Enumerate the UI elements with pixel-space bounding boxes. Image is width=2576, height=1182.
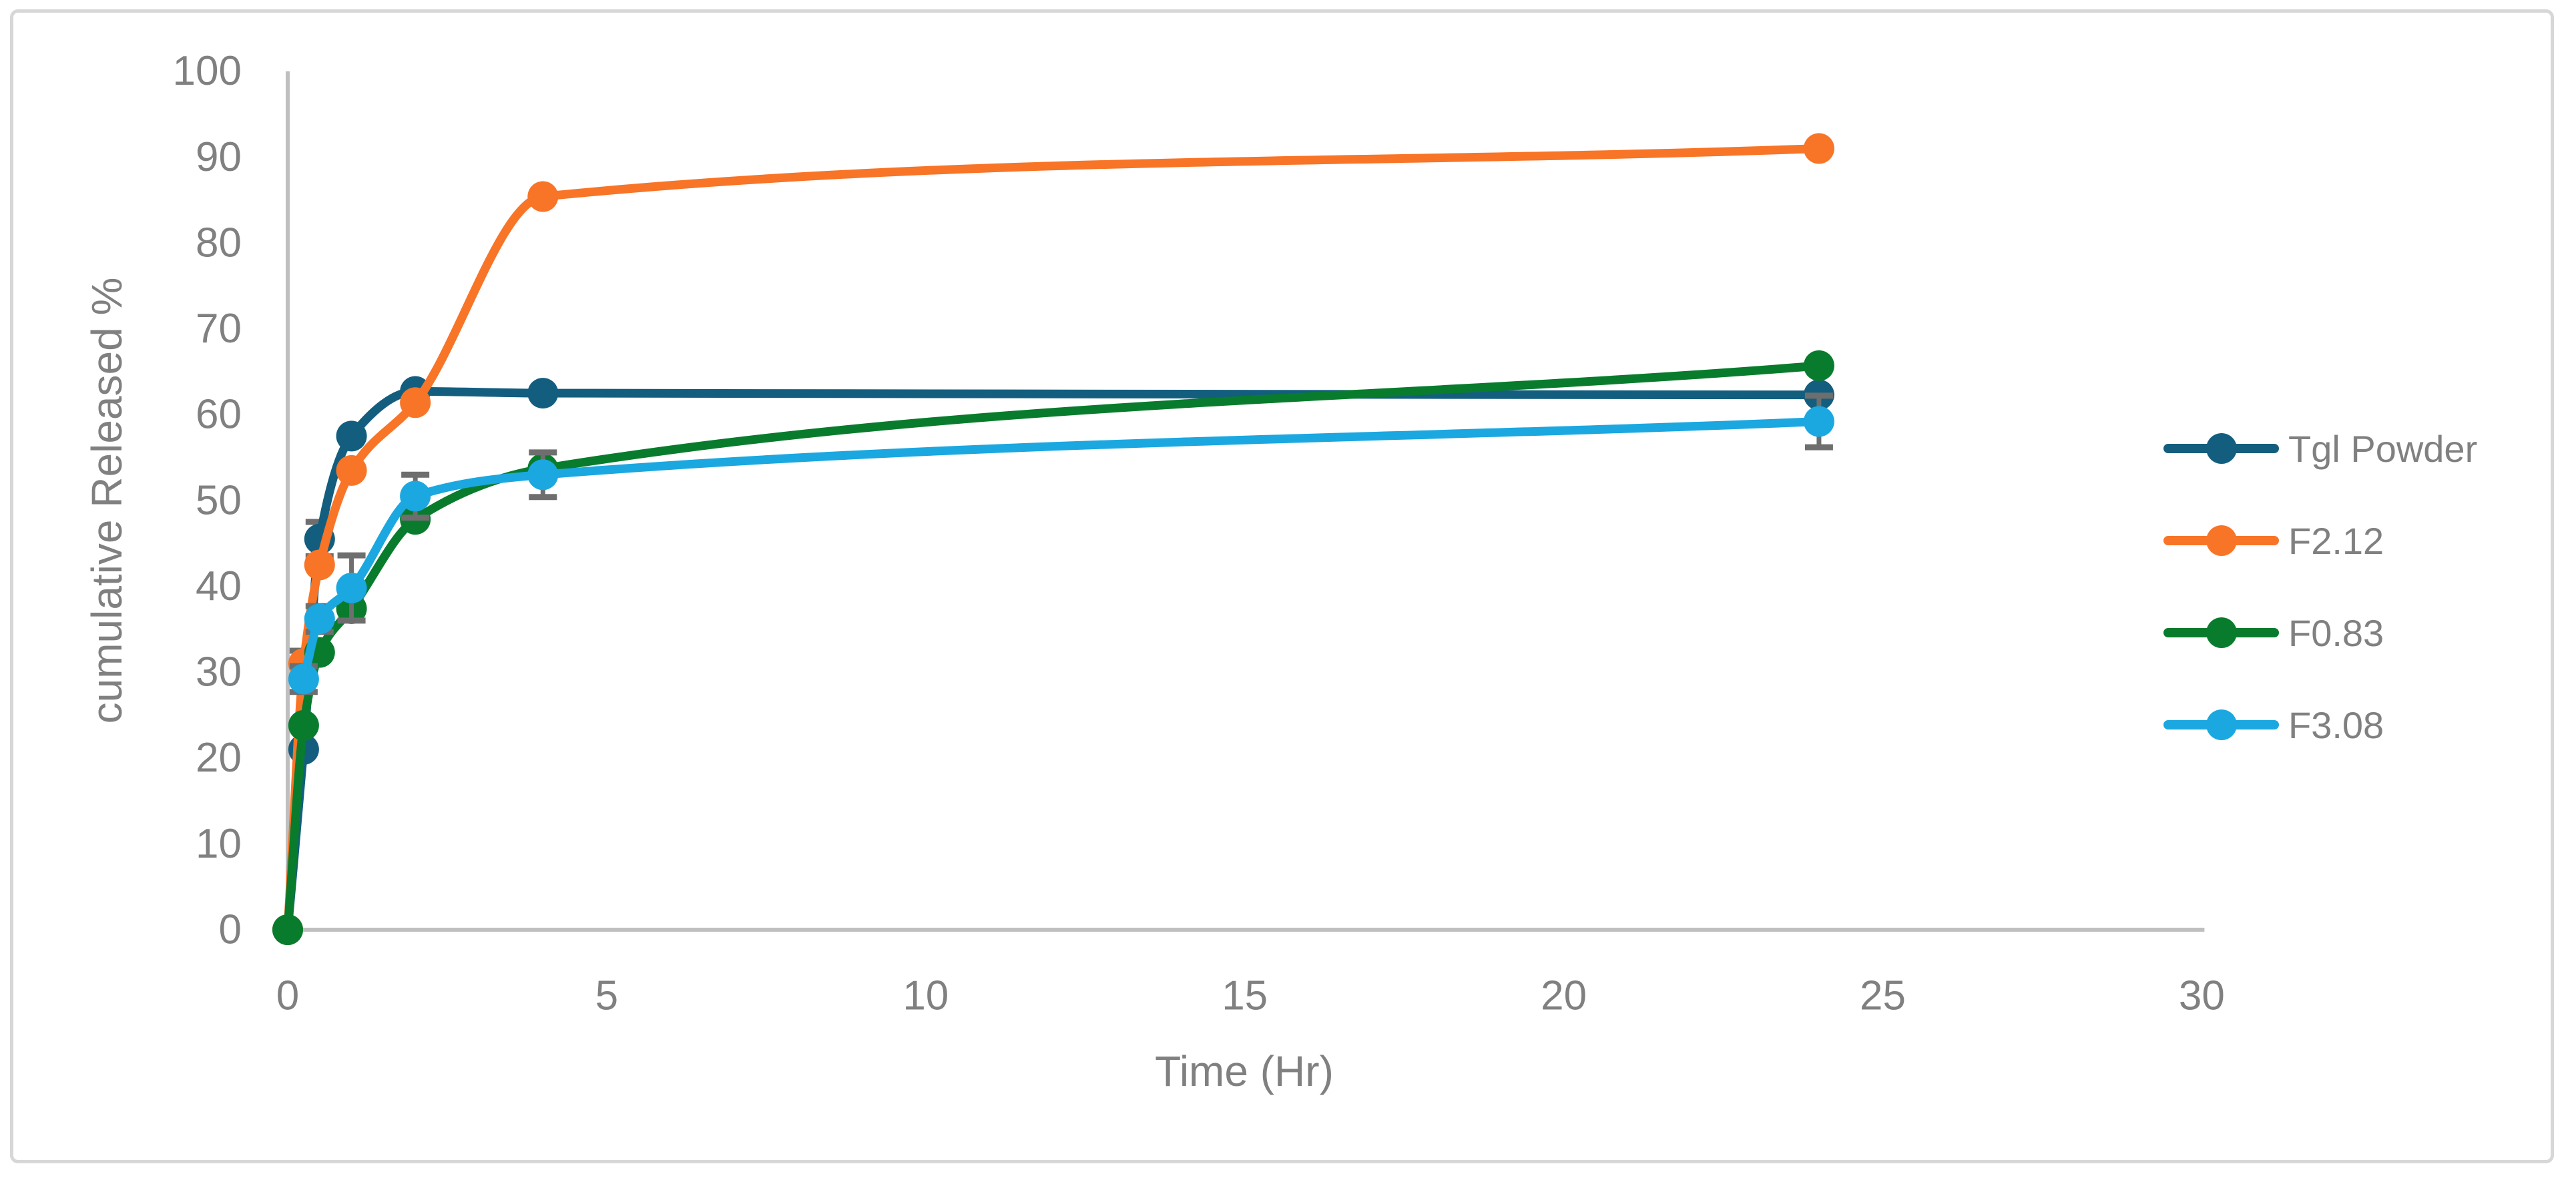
data-point-marker	[336, 420, 367, 452]
series-line	[283, 143, 1824, 934]
y-tick-label: 30	[196, 649, 242, 695]
data-point-marker	[304, 549, 335, 581]
data-point-marker	[288, 663, 319, 695]
series-line	[299, 417, 1824, 683]
data-point-marker	[336, 573, 367, 604]
legend-label: F3.08	[2288, 703, 2384, 746]
legend-line-marker-icon	[2163, 428, 2279, 469]
y-tick-label: 100	[173, 48, 242, 94]
chart-figure-border	[10, 9, 2554, 1163]
legend-label: F2.12	[2288, 519, 2384, 562]
data-point-marker	[400, 387, 431, 418]
legend-item-f0.83: F0.83	[2163, 611, 2384, 654]
y-tick-label: 20	[196, 735, 242, 781]
data-point-marker	[527, 378, 559, 409]
x-tick-label: 0	[276, 973, 299, 1019]
legend-line-marker-icon	[2163, 521, 2279, 561]
legend-label: F0.83	[2288, 611, 2384, 654]
series-tgl-powder	[272, 376, 1834, 945]
series-f2.12	[272, 133, 1834, 945]
legend-item-tgl-powder: Tgl Powder	[2163, 427, 2478, 470]
y-tick-label: 60	[196, 392, 242, 438]
legend-item-f2.12: F2.12	[2163, 519, 2384, 562]
y-tick-label: 50	[196, 477, 242, 523]
y-tick-label: 40	[196, 563, 242, 609]
y-tick-label: 10	[196, 821, 242, 867]
x-tick-label: 10	[903, 973, 949, 1019]
legend-line-marker-icon	[2163, 705, 2279, 745]
legend-line-marker-icon	[2163, 613, 2279, 653]
x-tick-label: 30	[2179, 973, 2225, 1019]
data-point-marker	[304, 603, 335, 635]
y-tick-label: 80	[196, 220, 242, 266]
x-axis-title: Time (Hr)	[1155, 1047, 1334, 1095]
y-tick-label: 0	[219, 907, 242, 953]
series-f3.08	[288, 392, 1834, 695]
x-tick-label: 15	[1222, 973, 1268, 1019]
y-tick-label: 90	[196, 134, 242, 180]
data-point-marker	[1803, 133, 1834, 164]
y-axis-title: cumulative Released %	[83, 277, 131, 724]
data-point-marker	[527, 459, 559, 491]
data-point-marker	[400, 481, 431, 512]
y-tick-label: 70	[196, 306, 242, 352]
data-point-marker	[1803, 406, 1834, 437]
x-tick-label: 20	[1541, 973, 1587, 1019]
data-point-marker	[527, 181, 559, 212]
data-point-marker	[272, 914, 303, 945]
legend-item-f3.08: F3.08	[2163, 703, 2384, 746]
data-point-marker	[1803, 350, 1834, 381]
x-tick-label: 25	[1860, 973, 1906, 1019]
x-tick-label: 5	[595, 973, 618, 1019]
legend-label: Tgl Powder	[2288, 427, 2478, 470]
series-f0.83	[272, 350, 1834, 945]
data-point-marker	[288, 709, 319, 741]
data-point-marker	[336, 455, 367, 486]
